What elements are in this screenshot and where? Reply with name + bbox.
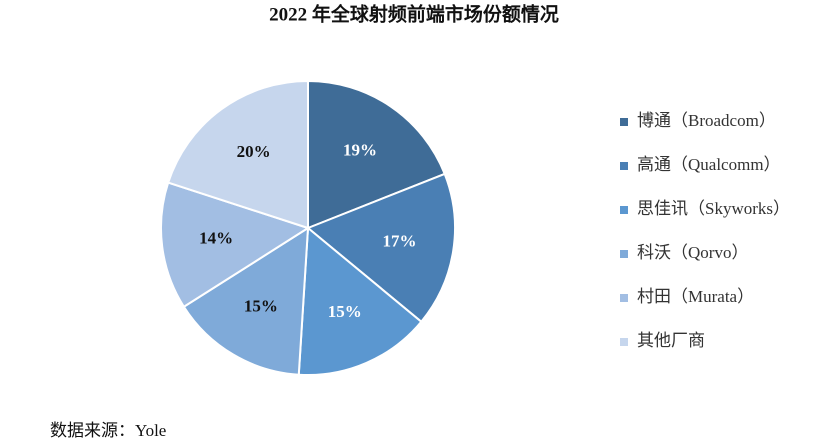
legend-swatch bbox=[620, 206, 628, 214]
legend-label: 村田（Murata） bbox=[637, 287, 754, 306]
data-label: 15% bbox=[244, 297, 278, 316]
pie-slice bbox=[166, 79, 309, 230]
legend-label: 博通（Broadcom） bbox=[637, 111, 776, 130]
legend-swatch bbox=[620, 162, 628, 170]
legend-label: 科沃（Qorvo） bbox=[637, 243, 748, 262]
data-label: 14% bbox=[199, 229, 233, 248]
data-label: 19% bbox=[343, 140, 377, 159]
pie-slice bbox=[160, 181, 311, 309]
pie-slice bbox=[182, 226, 310, 376]
legend-swatch bbox=[620, 338, 628, 346]
pie-slice bbox=[306, 172, 456, 324]
pie-slice bbox=[297, 225, 423, 376]
pie-slice bbox=[307, 79, 446, 230]
legend-label: 高通（Qualcomm） bbox=[637, 155, 781, 174]
data-label: 15% bbox=[328, 302, 362, 321]
source-note: 数据来源：Yole bbox=[50, 421, 166, 440]
data-label: 20% bbox=[237, 142, 271, 161]
legend-swatch bbox=[620, 118, 628, 126]
legend-label: 其他厂商 bbox=[637, 331, 705, 350]
chart-title: 2022 年全球射频前端市场份额情况 bbox=[269, 2, 559, 25]
legend-swatch bbox=[620, 294, 628, 302]
data-label: 17% bbox=[382, 231, 416, 250]
legend-label: 思佳讯（Skyworks） bbox=[637, 199, 790, 218]
legend-swatch bbox=[620, 250, 628, 258]
